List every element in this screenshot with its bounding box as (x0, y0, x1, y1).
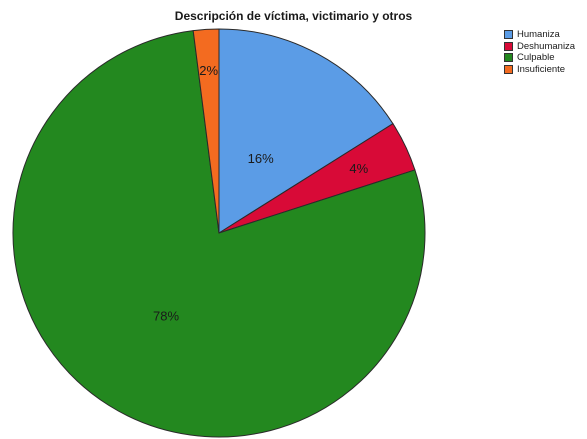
legend-item-deshumaniza: Deshumaniza (504, 41, 575, 53)
legend: Humaniza Deshumaniza Culpable Insuficiente (504, 29, 575, 75)
data-label-culpable: 78% (153, 309, 179, 324)
legend-swatch (504, 30, 513, 40)
legend-label: Deshumaniza (517, 40, 576, 52)
chart-title: Descripción de víctima, victimario y otr… (174, 9, 413, 23)
legend-item-culpable: Culpable (504, 52, 575, 64)
pie-slice-culpable (12, 30, 426, 438)
data-label-humaniza: 16% (248, 151, 274, 166)
legend-label: Culpable (517, 52, 555, 64)
legend-item-insuficiente: Insuficiente (504, 64, 575, 76)
data-label-deshumaniza: 4% (349, 161, 368, 176)
pie-slice-insuficiente (192, 28, 220, 234)
legend-label: Insuficiente (517, 63, 566, 75)
data-label-insuficiente: 2% (199, 63, 218, 78)
legend-label: Humaniza (517, 29, 560, 41)
legend-item-humaniza: Humaniza (504, 29, 575, 41)
legend-swatch (504, 53, 513, 63)
pie-slice-humaniza (218, 28, 394, 234)
legend-swatch (504, 41, 513, 51)
legend-swatch (504, 64, 513, 74)
